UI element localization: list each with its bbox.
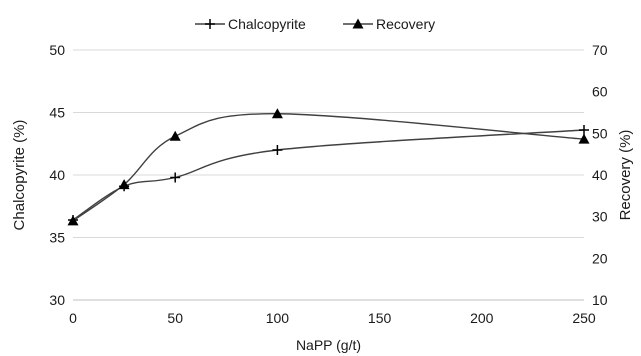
y-tick-label-left: 40	[49, 167, 65, 183]
y-tick-label-right: 50	[592, 125, 608, 141]
legend-triangle-marker	[352, 18, 364, 29]
x-tick-label: 250	[572, 310, 596, 326]
plus-marker	[170, 172, 181, 183]
y-tick-label-left: 50	[49, 42, 65, 58]
axes: 0 50 100 150 200 250 30 35 40 45 50 10 20 30 40 50 60 70	[49, 42, 607, 326]
legend-label: Chalcopyrite	[228, 16, 306, 32]
triangle-marker	[578, 133, 590, 144]
triangle-marker	[67, 215, 79, 226]
y-axis-label-right: Recovery (%)	[617, 130, 634, 221]
x-tick-label: 150	[368, 310, 392, 326]
gridlines	[73, 49, 584, 301]
y-tick-label-right: 10	[592, 292, 608, 308]
series-recovery	[67, 108, 590, 226]
x-tick-label: 100	[266, 310, 290, 326]
legend-plus-marker	[205, 19, 215, 29]
y-tick-label-right: 30	[592, 209, 608, 225]
legend-label: Recovery	[376, 16, 435, 32]
plus-marker	[272, 145, 283, 155]
y-tick-label-left: 30	[49, 292, 65, 308]
legend-item-chalcopyrite: Chalcopyrite	[195, 16, 306, 32]
plus-marker	[579, 125, 589, 135]
y-tick-label-right: 60	[592, 84, 608, 100]
triangle-marker	[118, 179, 130, 190]
y-tick-label-right: 70	[592, 42, 608, 58]
series-line	[72, 113, 585, 222]
x-axis-label: NaPP (g/t)	[296, 337, 361, 353]
legend-item-recovery: Recovery	[343, 16, 435, 32]
y-axis-label-left: Chalcopyrite (%)	[11, 120, 28, 231]
y-tick-label-right: 20	[592, 250, 608, 266]
triangle-marker	[271, 108, 283, 119]
legend: Chalcopyrite Recovery	[195, 16, 435, 32]
x-tick-label: 200	[470, 310, 494, 326]
x-tick-label: 0	[69, 310, 77, 326]
x-tick-label: 50	[167, 310, 183, 326]
y-tick-label-left: 35	[49, 230, 65, 246]
y-tick-label-right: 40	[592, 167, 608, 183]
triangle-marker	[169, 130, 181, 141]
y-tick-label-left: 45	[49, 105, 65, 121]
series-layer	[67, 108, 590, 226]
